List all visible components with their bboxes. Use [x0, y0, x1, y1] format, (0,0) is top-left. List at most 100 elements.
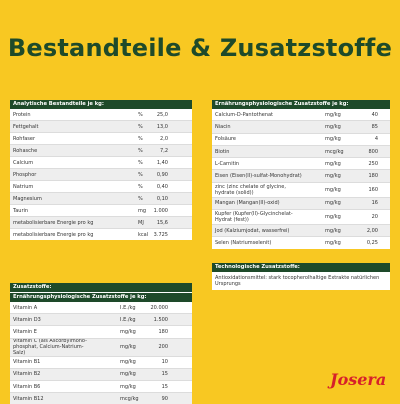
- row-name: L-Carnitin: [215, 160, 240, 167]
- table-row: Selen (Natriumselenit) mg/kg 0,25: [212, 236, 390, 248]
- row-unit: kcal: [138, 231, 149, 238]
- table-row: Vitamin B2 mg/kg 15: [10, 367, 192, 380]
- row-name: Niacin: [215, 123, 231, 130]
- row-name: Natrium: [13, 183, 34, 190]
- table-row: Taurin mg 1.000: [10, 204, 192, 216]
- analytic-header: Analytische Bestandteile je kg:: [10, 100, 192, 109]
- table-row: Folsäure mg/kg 4: [212, 132, 390, 145]
- table-row: Vitamin A I.E./kg 20.000: [10, 302, 192, 313]
- analytic-table: Protein% 25,0 Fettgehalt% 13,0 Rohfaser% 2,0 R…: [10, 109, 192, 240]
- row-unit: mg/kg: [325, 123, 341, 130]
- row-name: Vitamin E: [13, 328, 37, 335]
- technological-header: Technologische Zusatzstoffe:: [212, 263, 390, 272]
- row-unit: mg/kg: [120, 371, 136, 378]
- row-unit: I.E./kg: [120, 304, 136, 311]
- row-name: Phosphor: [13, 171, 37, 178]
- table-row: L-Carnitin mg/kg 250: [212, 157, 390, 169]
- row-name: Fettgehalt: [13, 123, 39, 130]
- row-unit: mg/kg: [325, 214, 341, 221]
- row-value: 200: [158, 344, 168, 351]
- additives-table: Vitamin A I.E./kg 20.000 Vitamin D3 I.E./kg 1…: [10, 302, 192, 404]
- row-unit: mcg/kg: [325, 148, 344, 155]
- table-row: Natrium% 0,40: [10, 180, 192, 192]
- row-unit: mg/kg: [325, 240, 341, 247]
- table-row: Fettgehalt% 13,0: [10, 120, 192, 132]
- table-row: Rohasche% 7,2: [10, 144, 192, 156]
- table-row: Vitamin B1 mg/kg 10: [10, 355, 192, 368]
- row-value: 0,40: [156, 183, 168, 190]
- row-unit: %: [138, 111, 143, 118]
- row-value: 15: [161, 371, 168, 378]
- row-unit: mg/kg: [120, 344, 136, 351]
- row-name: Biotin: [215, 148, 230, 155]
- row-value: 3.725: [153, 231, 168, 238]
- technological-panel: Technologische Zusatzstoffe: Antioxidati…: [212, 263, 390, 291]
- row-value: 0,25: [366, 240, 378, 247]
- row-unit: mg/kg: [120, 359, 136, 366]
- nutritional-table: Calcium-D-Pantothenat mg/kg 40 Niacin mg/kg 8…: [212, 109, 390, 249]
- row-name: Rohfaser: [13, 135, 36, 142]
- table-row: Calcium-D-Pantothenat mg/kg 40: [212, 109, 390, 120]
- row-name: metabolisierbare Energie pro kg: [13, 219, 94, 226]
- row-unit: mg/kg: [325, 173, 341, 180]
- row-name: Eisen (Eisen(II)-sulfat-Monohydrat): [215, 173, 302, 180]
- page-title: Bestandteile & Zusatzstoffe: [7, 34, 393, 62]
- row-value: 4: [374, 136, 378, 143]
- row-name: Calcium-D-Pantothenat: [215, 111, 274, 118]
- table-row: metabolisierbare Energie pro kg kcal 3.725: [10, 228, 192, 240]
- row-value: 180: [158, 328, 168, 335]
- table-row: Kupfer (Kupfer(II)-Glycinchelat-Hydrat (…: [212, 209, 390, 224]
- josera-logo: Josera: [330, 370, 387, 389]
- row-value: 10: [161, 359, 168, 366]
- row-unit: mg/kg: [325, 136, 341, 143]
- row-name: zinc (zinc chelate of glycine, hydrate (…: [215, 183, 286, 196]
- row-name: Selen (Natriumselenit): [215, 240, 272, 247]
- nutritional-panel: Ernährungsphysiologische Zusatzstoffe je…: [212, 100, 390, 249]
- additives-panel: Zusatzstoffe: Ernährungsphysiologische Z…: [10, 283, 192, 404]
- row-name: Taurin: [13, 207, 29, 214]
- table-row: Magnesium% 0,10: [10, 192, 192, 204]
- row-name: Vitamin C (als Ascorbylmono-phosphat, Ca…: [13, 338, 87, 356]
- row-value: 0,90: [156, 171, 168, 178]
- row-name: Vitamin B1: [13, 359, 41, 366]
- row-unit: MJ: [138, 219, 144, 226]
- row-value: 13,0: [156, 123, 168, 130]
- row-value: 800: [368, 148, 378, 155]
- row-value: 20: [371, 214, 378, 221]
- table-row: Vitamin B6 mg/kg 15: [10, 379, 192, 392]
- row-name: Vitamin A: [13, 304, 38, 311]
- row-unit: %: [138, 159, 143, 166]
- row-name: Magnesium: [13, 195, 42, 202]
- row-value: 16: [371, 200, 378, 207]
- row-unit: mg/kg: [325, 186, 341, 193]
- row-name: Jod (Kalziumjodat, wasserfrei): [215, 227, 290, 234]
- technological-text: Antioxidationsmittel: stark tocopherolha…: [215, 275, 380, 288]
- row-name: Folsäure: [215, 136, 237, 143]
- row-unit: mcg/kg: [120, 395, 139, 402]
- row-value: 2,00: [366, 227, 378, 234]
- row-unit: %: [138, 183, 143, 190]
- row-value: 160: [368, 186, 378, 193]
- table-row: Vitamin B12 mcg/kg 90: [10, 392, 192, 404]
- row-unit: %: [138, 135, 143, 142]
- row-name: Vitamin B12: [13, 395, 44, 402]
- row-unit: mg/kg: [120, 383, 136, 390]
- row-name: Calcium: [13, 159, 34, 166]
- row-value: 1,40: [156, 159, 168, 166]
- row-name: metabolisierbare Energie pro kg: [13, 231, 94, 238]
- row-name: Mangan (Mangan(II)-oxid): [215, 200, 280, 207]
- table-row: zinc (zinc chelate of glycine, hydrate (…: [212, 181, 390, 197]
- row-unit: %: [138, 171, 143, 178]
- table-row: Phosphor% 0,90: [10, 168, 192, 180]
- row-value: 0,10: [156, 195, 168, 202]
- additives-header: Zusatzstoffe:: [10, 283, 192, 292]
- row-unit: %: [138, 147, 143, 154]
- row-unit: mg/kg: [325, 200, 341, 207]
- row-name: Protein: [13, 111, 31, 118]
- table-row: Vitamin C (als Ascorbylmono-phosphat, Ca…: [10, 337, 192, 356]
- row-value: 250: [368, 160, 378, 167]
- row-name: Vitamin B6: [13, 383, 41, 390]
- row-value: 90: [161, 395, 168, 402]
- table-row: Niacin mg/kg 85: [212, 120, 390, 133]
- row-unit: mg/kg: [325, 111, 341, 118]
